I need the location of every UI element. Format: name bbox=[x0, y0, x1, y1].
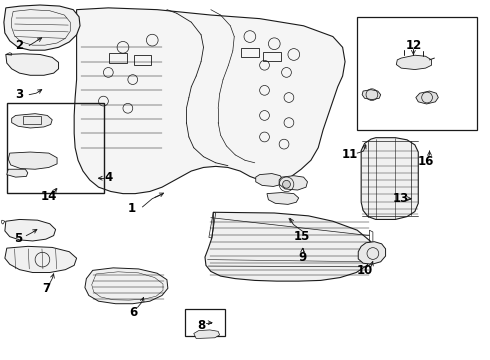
Polygon shape bbox=[85, 268, 168, 304]
Polygon shape bbox=[74, 8, 345, 194]
Polygon shape bbox=[5, 246, 76, 273]
Bar bbox=[241, 48, 259, 57]
Polygon shape bbox=[12, 114, 52, 128]
Text: 7: 7 bbox=[42, 282, 50, 295]
Polygon shape bbox=[358, 242, 386, 264]
Bar bbox=[134, 55, 151, 64]
Polygon shape bbox=[361, 138, 418, 220]
Polygon shape bbox=[416, 91, 438, 104]
Text: 3: 3 bbox=[15, 88, 24, 101]
Text: 10: 10 bbox=[356, 264, 373, 277]
Bar bbox=[185, 309, 225, 336]
Text: 1: 1 bbox=[128, 202, 136, 215]
Text: 12: 12 bbox=[405, 39, 421, 52]
Polygon shape bbox=[205, 212, 373, 281]
Bar bbox=[7, 103, 104, 193]
Text: 15: 15 bbox=[294, 230, 310, 243]
Polygon shape bbox=[194, 330, 220, 338]
Polygon shape bbox=[7, 169, 28, 177]
Text: 13: 13 bbox=[393, 192, 409, 205]
Polygon shape bbox=[6, 54, 58, 75]
Polygon shape bbox=[8, 152, 57, 169]
Polygon shape bbox=[4, 5, 80, 50]
Text: 6: 6 bbox=[129, 306, 138, 319]
Bar bbox=[357, 17, 477, 130]
Polygon shape bbox=[362, 90, 381, 100]
Bar bbox=[109, 53, 127, 63]
Text: 11: 11 bbox=[342, 148, 358, 161]
Text: 16: 16 bbox=[417, 155, 434, 168]
Text: 5: 5 bbox=[14, 231, 22, 244]
Bar bbox=[263, 51, 281, 61]
Polygon shape bbox=[267, 193, 299, 204]
Polygon shape bbox=[5, 220, 55, 241]
Circle shape bbox=[283, 180, 291, 188]
Text: 4: 4 bbox=[104, 171, 112, 184]
Polygon shape bbox=[279, 176, 308, 190]
Text: 9: 9 bbox=[298, 251, 307, 264]
Text: 14: 14 bbox=[41, 190, 57, 203]
Bar bbox=[23, 116, 42, 124]
Text: 8: 8 bbox=[197, 319, 205, 332]
Polygon shape bbox=[396, 55, 432, 69]
Text: 2: 2 bbox=[15, 39, 24, 52]
Polygon shape bbox=[256, 174, 283, 186]
